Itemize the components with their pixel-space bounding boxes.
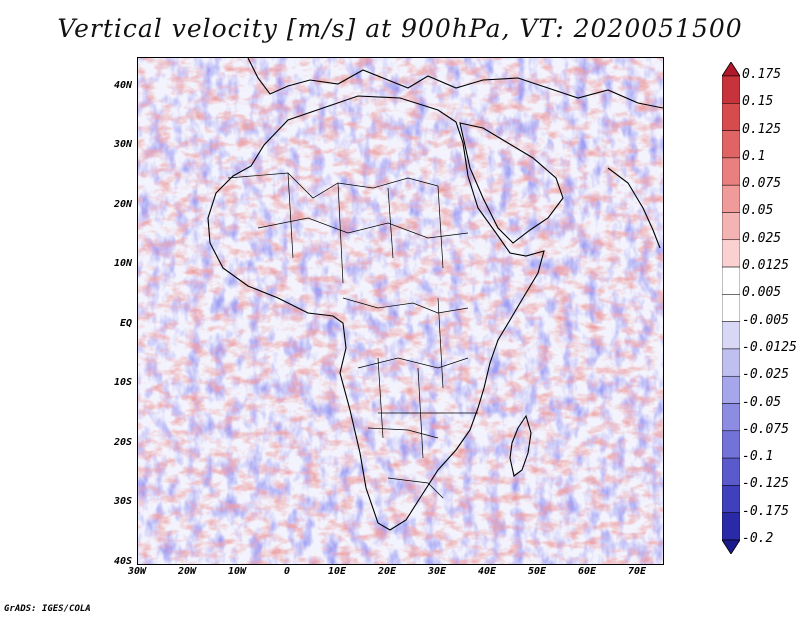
colorbar-tick-label: 0.025 — [742, 230, 782, 246]
madagascar-coastline — [509, 414, 532, 477]
colorbar-tick-label: -0.05 — [742, 394, 782, 410]
colorbar-segment — [722, 294, 740, 322]
border — [257, 217, 469, 239]
colorbar-segment — [722, 512, 740, 541]
colorbar-tick-label: -0.1 — [742, 449, 774, 465]
colorbar-tick-label: 0.1 — [742, 148, 766, 164]
latitude-label: 30N — [113, 139, 132, 151]
colorbar-segment — [722, 485, 740, 513]
colorbar-tick-label: -0.175 — [742, 503, 789, 519]
colorbar-segment — [722, 321, 740, 350]
longitude-label: 70E — [627, 566, 647, 577]
longitude-label: 60E — [577, 566, 597, 577]
colorbar-segment — [722, 184, 740, 213]
border — [378, 297, 478, 414]
latitude-label: EQ — [119, 317, 132, 329]
colorbar-segment — [722, 103, 740, 131]
colorbar-segment — [722, 130, 740, 159]
colorbar-tick-label: 0.15 — [742, 94, 774, 110]
border — [367, 427, 444, 499]
colorbar-tick-label: 0.05 — [742, 203, 774, 219]
colorbar-bottom-arrow — [722, 539, 740, 554]
colorbar-tick-label: 0.075 — [742, 176, 782, 192]
country-borders — [227, 172, 478, 499]
colorbar-tick-label: -0.075 — [742, 421, 789, 437]
colorbar-tick-label: 0.175 — [742, 67, 782, 82]
longitude-label: 30E — [427, 566, 447, 577]
colorbar-tick-label: -0.2 — [742, 531, 774, 546]
map-title: Vertical velocity [m/s] at 900hPa, VT: 2… — [57, 14, 743, 43]
colorbar-segment — [722, 212, 740, 241]
colorbar-tick-label: 0.125 — [742, 121, 782, 137]
longitude-label: 50E — [527, 566, 547, 577]
europe-coastline — [247, 58, 663, 109]
latitude-label: 20S — [113, 436, 132, 448]
map-canvas — [138, 58, 663, 564]
border — [287, 172, 444, 284]
colorbar-segment — [722, 430, 740, 459]
longitude-label: 40E — [477, 566, 497, 577]
grads-credit: GrADS: IGES/COLA — [4, 604, 91, 614]
longitude-label: 10W — [227, 566, 247, 577]
colorbar-segment — [722, 348, 740, 377]
velocity-field — [138, 58, 663, 564]
latitude-label: 40S — [113, 556, 132, 567]
colorbar-tick-label: -0.005 — [742, 312, 789, 328]
india-coastline — [607, 167, 661, 249]
colorbar-segment — [722, 157, 740, 186]
longitude-label: 10E — [327, 566, 347, 577]
colorbar-segment — [722, 75, 740, 104]
longitude-label: 30W — [127, 566, 147, 577]
coastlines — [207, 58, 663, 531]
latitude-label: 10S — [113, 377, 132, 389]
colorbar-segment — [722, 239, 740, 268]
longitude-label: 20W — [177, 566, 197, 577]
colorbar-segment — [722, 266, 740, 295]
vertical-velocity-map — [137, 57, 664, 565]
arabia-coastline — [459, 122, 564, 244]
latitude-label: 10N — [113, 258, 132, 270]
colorbar-top-arrow — [722, 62, 740, 77]
africa-coastline — [207, 95, 545, 531]
colorbar — [722, 62, 740, 554]
border — [342, 297, 469, 314]
longitude-label: 20E — [377, 566, 397, 577]
longitude-label: 0 — [283, 566, 291, 577]
colorbar-tick-label: 0.005 — [742, 285, 782, 301]
colorbar-segment — [722, 457, 740, 486]
colorbar-tick-label: -0.025 — [742, 367, 789, 383]
latitude-label: 40N — [113, 79, 132, 91]
colorbar-segment — [722, 375, 740, 404]
latitude-label: 20N — [113, 198, 132, 210]
colorbar-tick-label: -0.125 — [742, 476, 789, 492]
latitude-label: 30S — [113, 496, 132, 508]
colorbar-segment — [722, 403, 740, 432]
colorbar-tick-label: 0.0125 — [742, 258, 789, 274]
colorbar-tick-label: -0.0125 — [742, 339, 797, 355]
